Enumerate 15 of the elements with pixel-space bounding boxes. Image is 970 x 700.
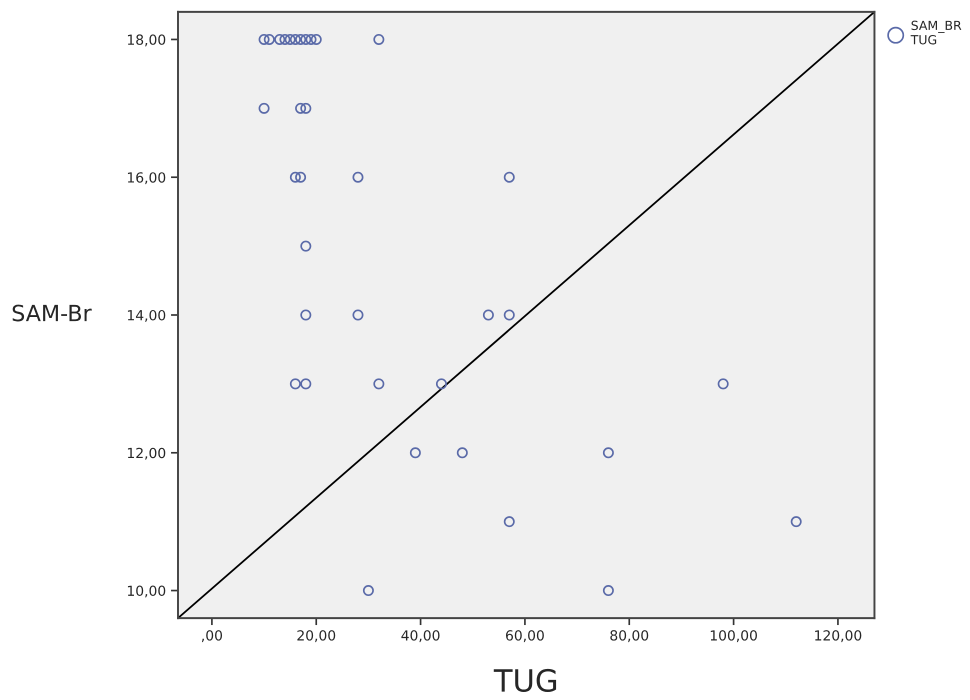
y-axis-title: SAM-Br [12,304,92,322]
x-tick-label: ,00 [202,630,222,642]
y-tick-label: 12,00 [128,448,166,460]
x-axis-title: TUG [494,668,556,692]
x-tick-label: 100,00 [710,630,757,642]
y-tick-label: 10,00 [128,586,166,598]
x-tick-label: 20,00 [297,630,336,642]
y-tick-label: 16,00 [128,172,166,184]
x-tick-label: 80,00 [610,630,648,642]
x-tick-label: 120,00 [815,630,862,642]
x-tick-label: 60,00 [506,630,544,642]
legend-label: SAM_BR TUG [910,20,962,44]
x-tick-label: 40,00 [401,630,440,642]
y-tick-label: 14,00 [128,310,166,322]
y-tick-label: 18,00 [128,34,166,46]
